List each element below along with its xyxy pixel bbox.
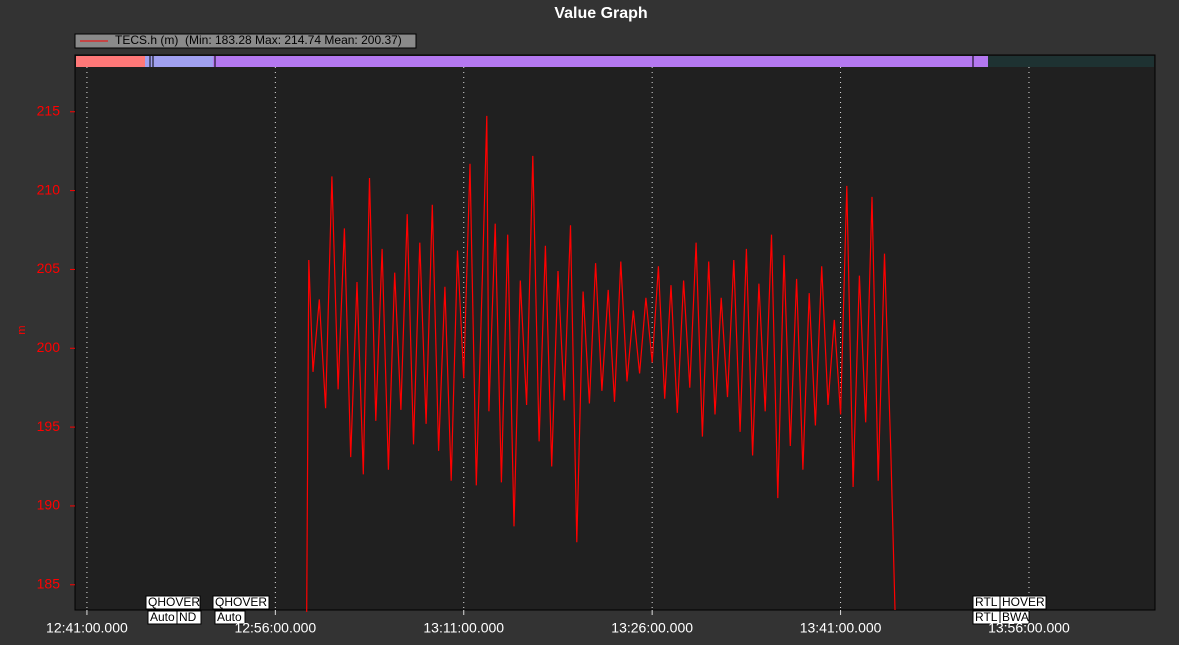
mode-label-box (214, 610, 246, 625)
plot-area (74, 54, 1156, 611)
mode-label: QHOVER (215, 595, 267, 609)
y-tick-label: 195 (37, 418, 61, 434)
x-tick-label: 12:56:00.000 (234, 620, 316, 636)
y-tick-label: 210 (37, 181, 61, 197)
y-axis-label: m (16, 325, 28, 334)
legend-box (74, 33, 417, 49)
x-tick-label: 13:56:00.000 (988, 620, 1070, 636)
mode-span (145, 56, 213, 67)
mode-bar (76, 56, 1154, 67)
mode-span (988, 56, 1154, 67)
mode-label-box (999, 595, 1047, 610)
x-tick-label: 13:11:00.000 (423, 620, 504, 636)
mode-label: ND (179, 610, 197, 624)
mode-label: Auto (150, 610, 175, 624)
mode-label: Auto (217, 610, 242, 624)
mode-label-box (176, 610, 202, 625)
y-tick-label: 200 (37, 339, 61, 355)
mode-labels: QHOVER Auto ND QHOVER Auto RTL HOVER RTL… (145, 595, 1047, 625)
mode-label-box (212, 595, 270, 610)
y-tick-label: 185 (37, 575, 61, 591)
legend-stats: (Min: 183.28 Max: 214.74 Mean: 200.37) (185, 33, 402, 47)
mode-label: RTL (975, 595, 998, 609)
mode-label: QHOVER (148, 595, 200, 609)
y-tick-label: 190 (37, 497, 61, 513)
data-line (306, 115, 896, 612)
y-tick-label: 205 (37, 260, 61, 276)
x-tick-label: 13:41:00.000 (800, 620, 882, 636)
mode-label-box (145, 595, 201, 610)
chart-title: Value Graph (554, 5, 647, 22)
y-tick-label: 215 (37, 102, 61, 118)
mode-label: RTL (975, 610, 998, 624)
mode-label-box (999, 610, 1030, 625)
x-tick-label: 12:41:00.000 (46, 620, 128, 636)
legend-label: TECS.h (m) (115, 33, 178, 47)
mode-label: BWA (1002, 610, 1029, 624)
mode-label: HOVER (1002, 595, 1045, 609)
mode-span (76, 56, 145, 67)
mode-span (213, 56, 988, 67)
x-tick-label: 13:26:00.000 (611, 620, 693, 636)
